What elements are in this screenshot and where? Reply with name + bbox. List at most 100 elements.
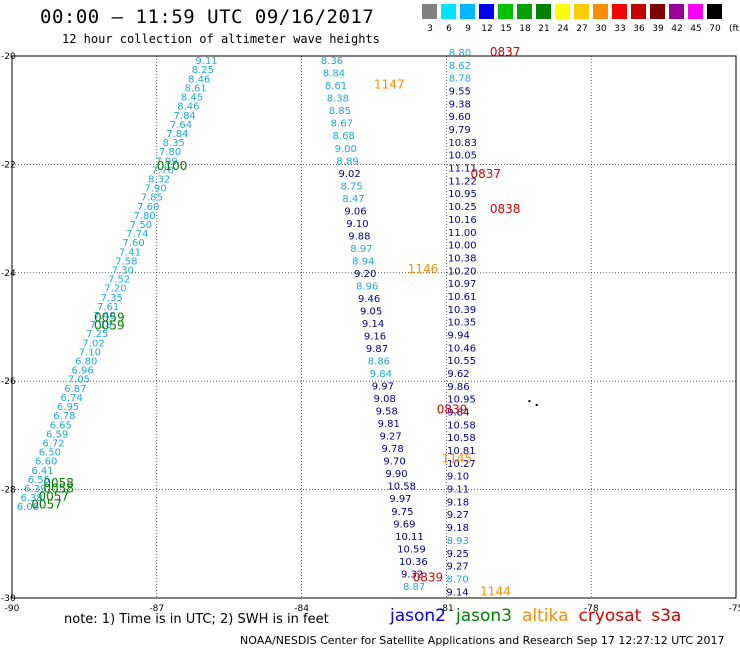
swh-label: 8.87 bbox=[403, 582, 425, 593]
color-scale-swatch bbox=[498, 4, 513, 19]
swh-label: 6.78 bbox=[53, 411, 75, 422]
lat-tick-label: -30 bbox=[1, 594, 16, 604]
swh-label: 8.85 bbox=[329, 106, 351, 117]
color-scale-swatch bbox=[593, 4, 608, 19]
swh-label: 9.25 bbox=[447, 549, 469, 560]
color-scale-swatch bbox=[555, 4, 570, 19]
time-label: 0100 bbox=[157, 159, 188, 173]
swh-label: 7.90 bbox=[144, 184, 166, 195]
time-label: 0839 bbox=[437, 403, 468, 417]
swh-label: 8.94 bbox=[352, 256, 374, 267]
swh-label: 10.97 bbox=[448, 279, 477, 290]
swh-label: 8.32 bbox=[148, 174, 170, 185]
time-label: 0057 bbox=[31, 498, 62, 512]
swh-label: 8.86 bbox=[368, 357, 390, 368]
swh-label: 9.84 bbox=[447, 408, 469, 419]
color-scale-label: 3 bbox=[427, 24, 433, 34]
swh-label: 8.75 bbox=[340, 181, 362, 192]
swh-label: 7.10 bbox=[79, 347, 101, 358]
swh-label: 9.69 bbox=[393, 519, 415, 530]
data-dot bbox=[535, 403, 538, 406]
color-scale-swatch bbox=[517, 4, 532, 19]
swh-label: 6.41 bbox=[31, 466, 53, 477]
swh-label: 8.70 bbox=[446, 574, 468, 585]
swh-label: 9.84 bbox=[370, 369, 392, 380]
swh-label: 9.94 bbox=[448, 330, 470, 341]
swh-label: 6.38 bbox=[20, 493, 42, 504]
swh-label: 10.46 bbox=[447, 343, 476, 354]
time-label: 0837 bbox=[490, 45, 521, 59]
swh-label: 10.27 bbox=[447, 459, 476, 470]
swh-label: 6.65 bbox=[50, 420, 72, 431]
swh-label: 9.70 bbox=[383, 457, 405, 468]
color-scale-swatch bbox=[688, 4, 703, 19]
satellite-legend: jason2 jason3 altika cryosat s3a bbox=[390, 606, 691, 626]
swh-label: 8.61 bbox=[325, 81, 347, 92]
swh-label: 10.81 bbox=[447, 446, 476, 457]
swh-label: 9.79 bbox=[448, 125, 470, 136]
color-scale-swatch bbox=[707, 4, 722, 19]
swh-label: 6.80 bbox=[75, 357, 97, 368]
swh-label: 10.61 bbox=[448, 292, 477, 303]
swh-label: 10.00 bbox=[448, 241, 477, 252]
color-scale-label: 42 bbox=[671, 24, 683, 34]
color-scale-label: 30 bbox=[595, 24, 607, 34]
swh-label: 7.64 bbox=[170, 120, 192, 131]
swh-label: 9.11 bbox=[447, 485, 469, 496]
swh-label: 8.78 bbox=[449, 74, 471, 85]
color-scale-label: 27 bbox=[576, 24, 588, 34]
swh-label: 8.46 bbox=[188, 74, 210, 85]
color-scale-swatch bbox=[574, 4, 589, 19]
swh-label: 6.50 bbox=[39, 448, 61, 459]
swh-label: 6.96 bbox=[71, 366, 93, 377]
swh-label: 7.30 bbox=[112, 266, 134, 277]
lon-tick-label: -87 bbox=[149, 604, 164, 614]
lat-tick-label: -26 bbox=[1, 377, 16, 387]
swh-label: 10.95 bbox=[448, 189, 477, 200]
color-scale-label: 36 bbox=[633, 24, 645, 34]
swh-label: 9.32 bbox=[401, 569, 423, 580]
time-label: 0058 bbox=[43, 476, 74, 490]
color-scale-swatch bbox=[650, 4, 665, 19]
color-scale-label: 15 bbox=[500, 24, 512, 34]
legend-item-altika: altika bbox=[522, 606, 569, 626]
swh-label: 7.40 bbox=[93, 311, 115, 322]
swh-label: 9.46 bbox=[358, 294, 380, 305]
swh-label: 7.35 bbox=[101, 293, 123, 304]
swh-label: 10.83 bbox=[448, 138, 477, 149]
color-scale-label: 70 bbox=[709, 24, 721, 34]
swh-label: 6.72 bbox=[42, 438, 64, 449]
swh-label: 8.62 bbox=[449, 61, 471, 72]
swh-label: 6.59 bbox=[46, 429, 68, 440]
swh-label: 10.20 bbox=[448, 266, 477, 277]
swh-label: 10.59 bbox=[397, 544, 426, 555]
lat-tick-label: -22 bbox=[1, 160, 16, 170]
swh-label: 9.20 bbox=[354, 269, 376, 280]
swh-label: 7.99 bbox=[155, 156, 177, 167]
swh-label: 9.11 bbox=[195, 56, 217, 67]
swh-label: 9.62 bbox=[447, 369, 469, 380]
swh-label: 9.87 bbox=[366, 344, 388, 355]
color-scale-swatch bbox=[441, 4, 456, 19]
swh-label: 6.08 bbox=[17, 502, 39, 513]
lat-tick-label: -28 bbox=[1, 486, 16, 496]
swh-label: 8.68 bbox=[333, 131, 355, 142]
color-scale-label: 9 bbox=[465, 24, 471, 34]
time-label: 0837 bbox=[471, 167, 502, 181]
swh-label: 11.11 bbox=[448, 164, 477, 175]
legend-item-jason2: jason2 bbox=[390, 606, 446, 626]
color-scale-swatch bbox=[460, 4, 475, 19]
swh-label: 9.90 bbox=[385, 469, 407, 480]
swh-label: 6.87 bbox=[64, 384, 86, 395]
time-label: 0839 bbox=[413, 571, 444, 585]
legend-item-jason3: jason3 bbox=[456, 606, 512, 626]
swh-label: 8.46 bbox=[177, 102, 199, 113]
swh-label: 9.38 bbox=[449, 99, 471, 110]
color-scale-label: 12 bbox=[481, 24, 493, 34]
swh-label: 7.74 bbox=[126, 229, 148, 240]
swh-label: 7.85 bbox=[141, 193, 163, 204]
swh-label: 11.00 bbox=[448, 228, 477, 239]
color-scale-swatch bbox=[422, 4, 437, 19]
swh-label: 9.14 bbox=[446, 587, 468, 598]
